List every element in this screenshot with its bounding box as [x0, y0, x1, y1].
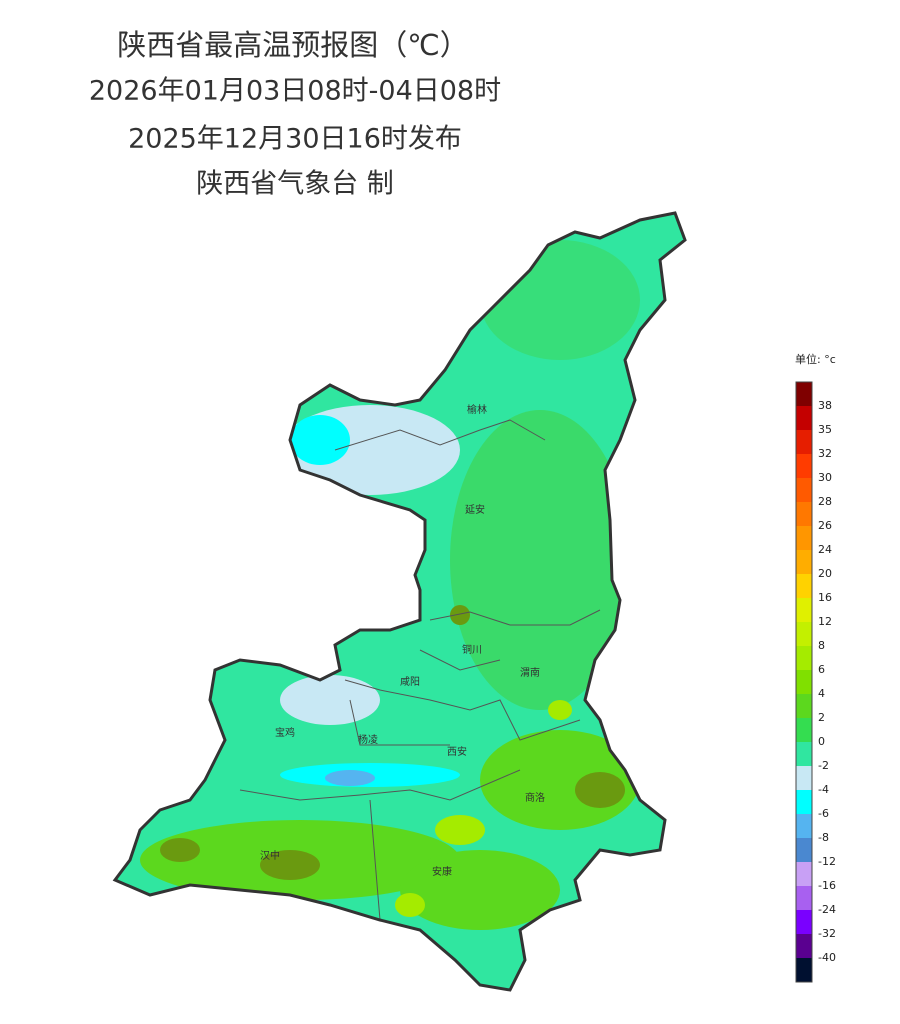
legend-label: 12 [818, 615, 832, 628]
legend-label: -24 [818, 903, 836, 916]
city-label: 咸阳 [400, 676, 420, 688]
legend-label: -6 [818, 807, 829, 820]
legend-label: -16 [818, 879, 836, 892]
legend-label: 26 [818, 519, 832, 532]
legend-label: -32 [818, 927, 836, 940]
legend-swatch [796, 406, 812, 430]
temperature-field [115, 213, 685, 990]
legend-label: 4 [818, 687, 825, 700]
legend-label: 16 [818, 591, 832, 604]
legend-label: -2 [818, 759, 829, 772]
city-label: 商洛 [525, 791, 545, 804]
legend-swatch [796, 670, 812, 694]
legend-swatch [796, 862, 812, 886]
legend-label: 32 [818, 447, 832, 460]
legend-swatch [796, 886, 812, 910]
city-label: 延安 [465, 503, 485, 516]
legend-swatch [796, 646, 812, 670]
legend-label: -40 [818, 951, 836, 964]
legend-swatch [796, 790, 812, 814]
legend-swatch [796, 454, 812, 478]
city-label: 安康 [432, 865, 452, 878]
city-label: 渭南 [520, 666, 540, 679]
district-borders [239, 419, 601, 921]
legend-label: 28 [818, 495, 832, 508]
legend-unit: 单位: °c [795, 352, 836, 366]
legend-swatch [796, 478, 812, 502]
legend-swatch [796, 910, 812, 934]
city-label: 汉中 [260, 849, 280, 862]
legend-swatch [796, 766, 812, 790]
legend-swatch [796, 502, 812, 526]
legend-frame [795, 381, 813, 983]
period: 2026年01月03日08时-04日08时 [89, 76, 501, 107]
legend-label: 24 [818, 543, 832, 556]
legend-swatch [796, 958, 812, 982]
city-label: 铜川 [462, 644, 482, 656]
city-label: 榆林 [467, 403, 487, 416]
legend-swatch [796, 574, 812, 598]
title: 陕西省最高温预报图（℃） [117, 28, 469, 62]
legend-label: 38 [818, 399, 832, 412]
legend-label: -12 [818, 855, 836, 868]
legend-swatch [796, 430, 812, 454]
legend-swatch [796, 382, 812, 406]
legend-swatch [796, 934, 812, 958]
legend-swatch [796, 838, 812, 862]
legend-label: 2 [818, 711, 825, 724]
legend-label: 20 [818, 567, 832, 580]
legend-swatch [796, 694, 812, 718]
issued: 2025年12月30日16时发布 [128, 124, 462, 155]
legend-label: 8 [818, 639, 825, 652]
legend-label: -4 [818, 783, 829, 796]
legend-label: -8 [818, 831, 829, 844]
producer: 陕西省气象台 制 [196, 169, 394, 200]
legend-swatch [796, 526, 812, 550]
legend-swatch [796, 814, 812, 838]
legend-swatch [796, 622, 812, 646]
legend-label: 6 [818, 663, 825, 676]
legend-swatch [796, 598, 812, 622]
legend-label: 35 [818, 423, 832, 436]
legend-swatch [796, 550, 812, 574]
legend-label: 30 [818, 471, 832, 484]
legend-swatch [796, 742, 812, 766]
legend-label: 0 [818, 735, 825, 748]
city-label: 宝鸡 [275, 726, 295, 739]
legend-swatch [796, 718, 812, 742]
city-label: 西安 [447, 745, 467, 758]
city-label: 杨凌 [358, 733, 378, 746]
